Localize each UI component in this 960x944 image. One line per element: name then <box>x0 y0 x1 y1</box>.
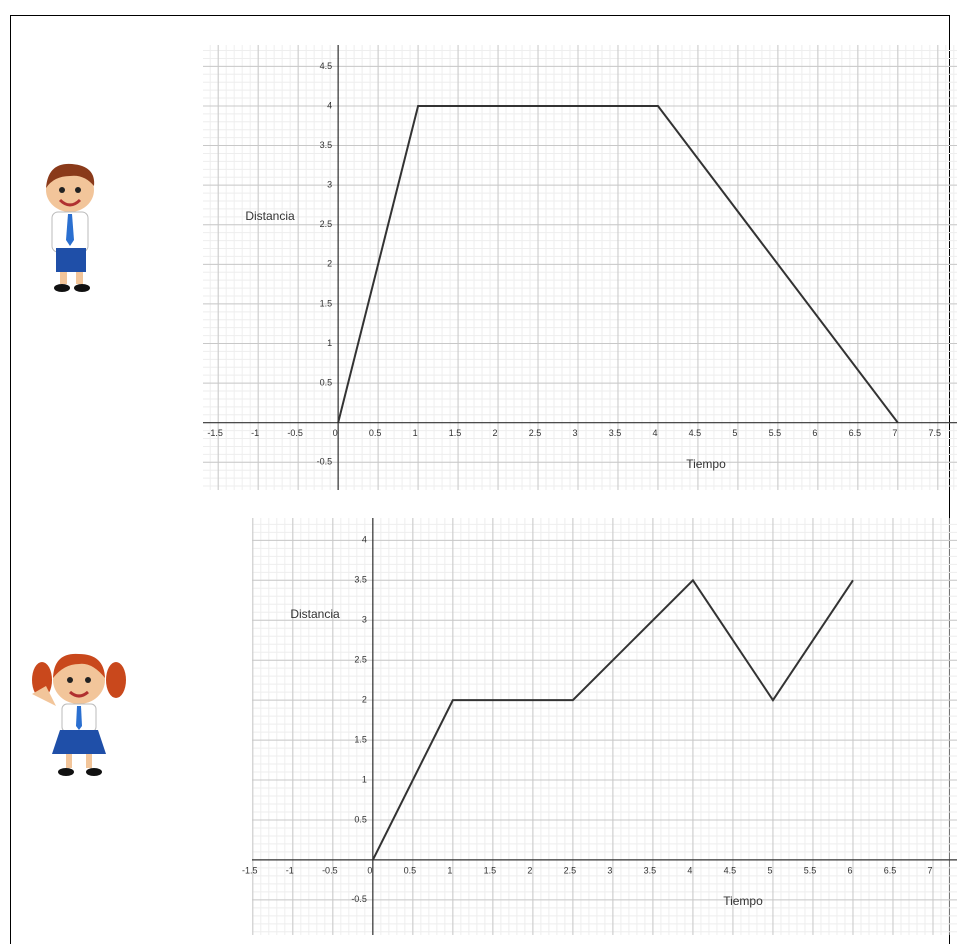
y-tick-label: 3.5 <box>354 575 367 585</box>
frame <box>10 15 950 944</box>
x-tick-label: 2 <box>527 865 532 875</box>
y-tick-label: 1.5 <box>354 734 367 744</box>
x-tick-label: -0.5 <box>322 865 338 875</box>
x-tick-label: 5 <box>767 865 772 875</box>
x-axis-label: Tiempo <box>723 894 763 908</box>
x-tick-label: 5.5 <box>769 428 782 438</box>
y-tick-label: 1 <box>327 338 332 348</box>
x-tick-label: 3.5 <box>644 865 657 875</box>
x-tick-label: 2 <box>493 428 498 438</box>
x-tick-label: 6 <box>812 428 817 438</box>
x-tick-label: 0.5 <box>369 428 382 438</box>
x-tick-label: 7 <box>892 428 897 438</box>
x-tick-label: 6 <box>847 865 852 875</box>
x-tick-label: 4.5 <box>689 428 702 438</box>
y-tick-label: 0.5 <box>354 814 367 824</box>
x-tick-label: 3 <box>607 865 612 875</box>
x-tick-label: 0 <box>333 428 338 438</box>
girl-illustration <box>32 653 126 776</box>
x-tick-label: 7 <box>927 865 932 875</box>
y-tick-label: 4.5 <box>320 61 333 71</box>
x-tick-label: 5.5 <box>804 865 817 875</box>
x-tick-label: 6.5 <box>884 865 897 875</box>
y-axis-label: Distancia <box>245 209 295 223</box>
y-tick-label: 2 <box>327 259 332 269</box>
y-tick-label: 1.5 <box>320 298 333 308</box>
x-tick-label: 6.5 <box>849 428 862 438</box>
y-tick-label: 4 <box>327 100 332 110</box>
x-tick-label: -1.5 <box>207 428 223 438</box>
y-tick-label: 3 <box>362 615 367 625</box>
y-tick-label: 3 <box>327 180 332 190</box>
x-tick-label: 1 <box>413 428 418 438</box>
x-tick-label: 1.5 <box>484 865 497 875</box>
y-tick-label: 2 <box>362 695 367 705</box>
x-tick-label: 4.5 <box>724 865 737 875</box>
boy-illustration <box>46 163 95 292</box>
data-line <box>337 104 899 424</box>
x-tick-label: -1.5 <box>242 865 258 875</box>
y-tick-label: 2.5 <box>320 219 333 229</box>
y-tick-label: 4 <box>362 535 367 545</box>
y-axis-label: Distancia <box>290 607 340 621</box>
x-tick-label: 5 <box>732 428 737 438</box>
x-tick-label: 1 <box>447 865 452 875</box>
x-axis-label: Tiempo <box>686 457 726 471</box>
x-tick-label: 3 <box>572 428 577 438</box>
x-tick-label: 2.5 <box>564 865 577 875</box>
x-tick-label: 4 <box>652 428 657 438</box>
x-tick-label: 2.5 <box>529 428 542 438</box>
y-tick-label: 0.5 <box>320 377 333 387</box>
y-tick-label: 1 <box>362 774 367 784</box>
x-tick-label: 7.5 <box>929 428 942 438</box>
x-tick-label: -1 <box>286 865 294 875</box>
x-tick-label: -1 <box>251 428 259 438</box>
y-tick-label: 3.5 <box>320 140 333 150</box>
y-tick-label: -0.5 <box>351 894 367 904</box>
x-tick-label: 1.5 <box>449 428 462 438</box>
data-line <box>371 578 854 861</box>
y-tick-label: -0.5 <box>317 457 333 467</box>
x-tick-label: 4 <box>687 865 692 875</box>
x-tick-label: 0 <box>367 865 372 875</box>
x-tick-label: -0.5 <box>287 428 303 438</box>
x-tick-label: 3.5 <box>609 428 622 438</box>
x-tick-label: 0.5 <box>404 865 417 875</box>
y-tick-label: 2.5 <box>354 655 367 665</box>
